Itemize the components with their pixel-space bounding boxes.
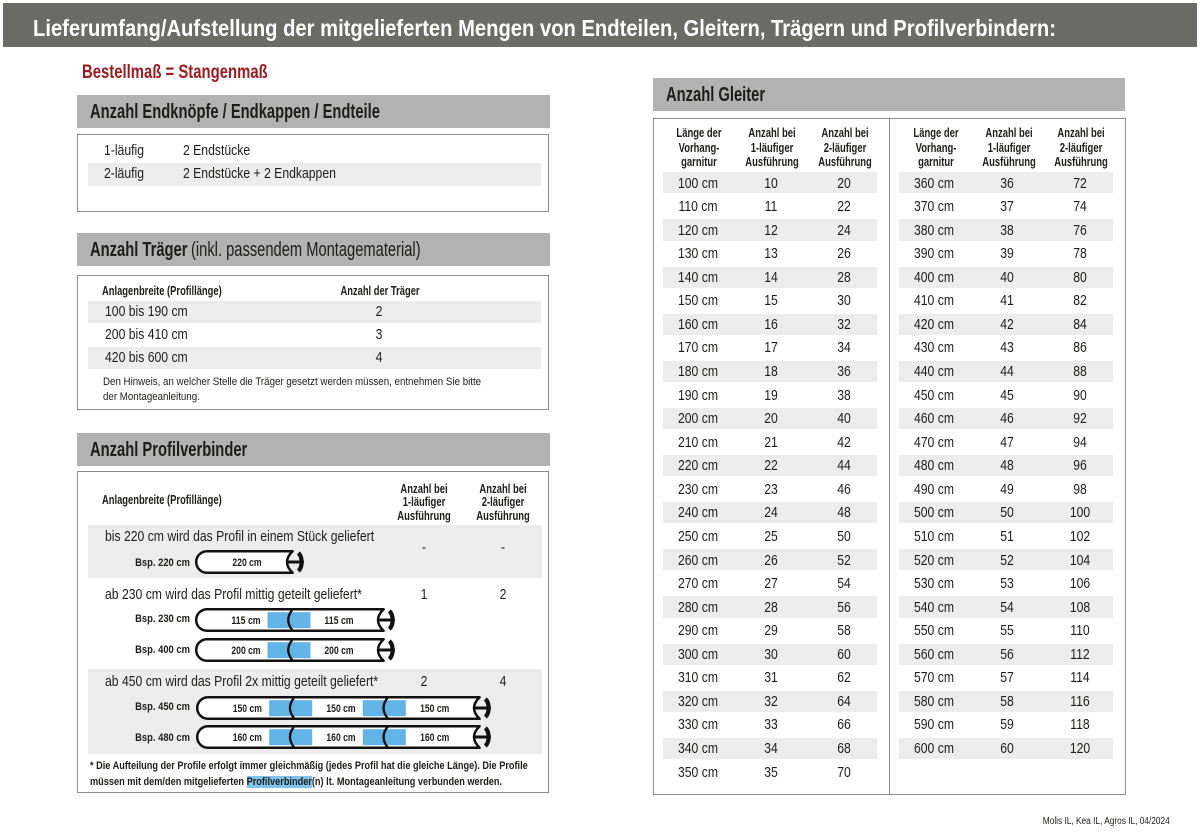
svg-text:220 cm: 220 cm: [232, 557, 261, 569]
svg-text:150 cm: 150 cm: [420, 703, 449, 715]
svg-text:160 cm: 160 cm: [233, 732, 262, 744]
svg-text:160 cm: 160 cm: [326, 732, 355, 744]
svg-text:150 cm: 150 cm: [233, 703, 262, 715]
svg-text:200 cm: 200 cm: [231, 645, 260, 657]
svg-text:115 cm: 115 cm: [324, 615, 353, 627]
svg-text:160 cm: 160 cm: [420, 732, 449, 744]
svg-text:200 cm: 200 cm: [324, 645, 353, 657]
svg-text:150 cm: 150 cm: [326, 703, 355, 715]
svg-text:115 cm: 115 cm: [231, 615, 260, 627]
